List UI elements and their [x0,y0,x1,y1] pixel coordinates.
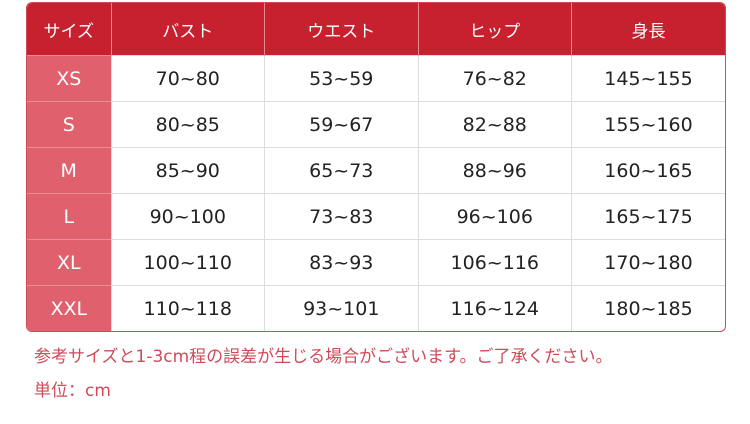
size-label: XL [27,239,111,286]
measurement-cell: 88~96 [417,147,572,194]
measurement-cell: 100~110 [110,239,265,286]
measurement-cell: 116~124 [417,285,572,331]
size-label: XS [27,55,111,102]
measurement-cell: 80~85 [110,101,265,148]
size-label: XXL [27,285,111,331]
measurement-cell: 73~83 [264,193,418,240]
measurement-cell: 170~180 [571,239,725,286]
measurement-cell: 145~155 [571,55,725,102]
measurement-cell: 110~118 [110,285,265,331]
table-row: L 90~100 73~83 96~106 165~175 [27,193,725,240]
measurement-cell: 83~93 [264,239,418,286]
table-row: XL 100~110 83~93 106~116 170~180 [27,239,725,286]
measurement-cell: 180~185 [571,285,725,331]
measurement-cell: 59~67 [264,101,418,148]
measurement-cell: 165~175 [571,193,725,240]
unit-note: 単位：cm [34,381,111,401]
column-header: サイズ [27,3,111,56]
column-header: ヒップ [417,3,572,56]
measurement-cell: 96~106 [417,193,572,240]
column-header: 身長 [571,3,725,56]
table-row: S 80~85 59~67 82~88 155~160 [27,101,725,148]
measurement-cell: 70~80 [110,55,265,102]
size-label: S [27,101,111,148]
column-header: バスト [110,3,265,56]
measurement-cell: 76~82 [417,55,572,102]
table-row: XS 70~80 53~59 76~82 145~155 [27,55,725,102]
measurement-cell: 160~165 [571,147,725,194]
measurement-cell: 65~73 [264,147,418,194]
measurement-cell: 106~116 [417,239,572,286]
measurement-cell: 82~88 [417,101,572,148]
table-row: M 85~90 65~73 88~96 160~165 [27,147,725,194]
column-header: ウエスト [264,3,418,56]
measurement-cell: 53~59 [264,55,418,102]
measurement-cell: 93~101 [264,285,418,331]
measurement-cell: 90~100 [110,193,265,240]
measurement-cell: 85~90 [110,147,265,194]
measurement-cell: 155~160 [571,101,725,148]
table-row: XXL 110~118 93~101 116~124 180~185 [27,285,725,331]
size-chart-table: サイズ バスト ウエスト ヒップ 身長 XS 70~80 53~59 76~82 145~155… [26,2,726,332]
disclaimer-note: 参考サイズと1-3cm程の誤差が生じる場合がございます。ご了承ください。 [34,347,613,367]
size-label: L [27,193,111,240]
header-row: サイズ バスト ウエスト ヒップ 身長 [27,3,725,56]
size-label: M [27,147,111,194]
